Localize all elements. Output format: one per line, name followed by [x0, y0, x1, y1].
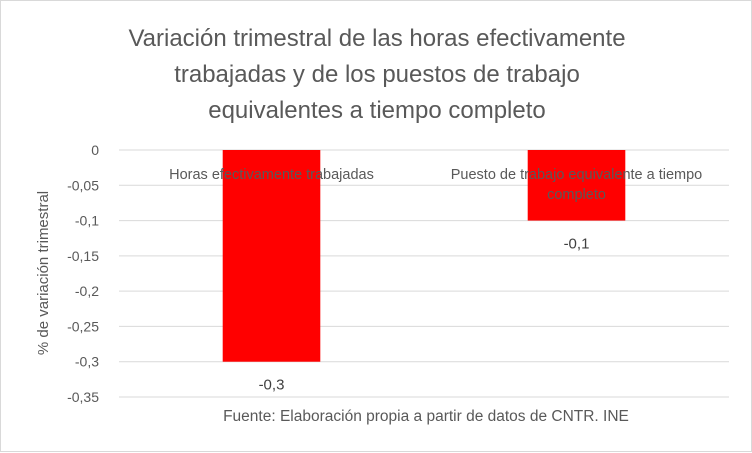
y-tick-labels: 0 -0,05 -0,1 -0,15 -0,2 -0,25 -0,3 -0,35	[67, 142, 99, 405]
y-tick-label: -0,05	[67, 177, 99, 193]
data-label: -0,3	[259, 377, 285, 394]
y-tick-label: 0	[91, 142, 99, 158]
data-labels: -0,3 -0,1	[259, 236, 590, 394]
category-label-line: completo	[547, 187, 606, 203]
y-tick-label: -0,35	[67, 389, 99, 405]
bar	[527, 150, 626, 221]
y-tick-label: -0,3	[75, 354, 99, 370]
source-note: Fuente: Elaboración propia a partir de d…	[223, 408, 629, 425]
bars	[222, 150, 626, 362]
category-label: Horas efectivamente trabajadas	[169, 167, 374, 183]
category-labels: Horas efectivamente trabajadas Puesto de …	[169, 167, 702, 203]
category-label: Puesto de trabajo equivalente a tiempo co…	[451, 167, 703, 203]
y-tick-label: -0,1	[75, 213, 99, 229]
y-tick-label: -0,2	[75, 283, 99, 299]
y-tick-label: -0,25	[67, 318, 99, 334]
data-label: -0,1	[564, 236, 590, 253]
grid-lines	[119, 149, 729, 398]
bar	[222, 150, 321, 362]
chart-title: Variación trimestral de las horas efecti…	[128, 25, 626, 124]
y-axis-label: % de variación trimestral	[35, 191, 52, 355]
category-label-line: Puesto de trabajo equivalente a tiempo	[451, 167, 703, 183]
category-label-line: Horas efectivamente trabajadas	[169, 167, 374, 183]
y-tick-label: -0,15	[67, 248, 99, 264]
